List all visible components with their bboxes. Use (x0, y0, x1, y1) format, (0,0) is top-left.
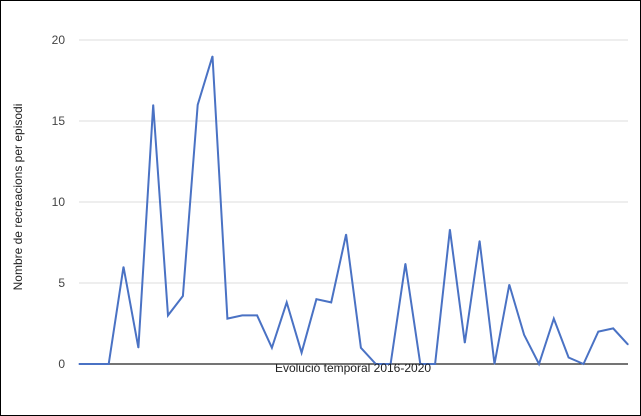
data-point-36 (612, 327, 614, 329)
data-point-0 (78, 363, 80, 365)
data-point-23 (419, 363, 421, 365)
data-point-16 (315, 298, 317, 300)
series-line-0 (79, 55, 629, 367)
data-point-27 (479, 240, 481, 242)
data-point-6 (167, 314, 169, 316)
data-point-20 (375, 363, 377, 365)
data-point-19 (360, 347, 362, 349)
y-tick-labels: 0 5 10 15 20 (52, 33, 66, 371)
data-point-30 (523, 334, 525, 336)
series-layer (78, 55, 629, 367)
data-point-15 (301, 352, 303, 354)
data-point-12 (256, 314, 258, 316)
data-point-31 (538, 363, 540, 365)
data-point-5 (152, 104, 154, 106)
data-point-17 (330, 301, 332, 303)
data-point-25 (449, 228, 451, 231)
data-point-32 (553, 318, 555, 320)
y-axis-title: Nombre de recreacions per episodi (11, 104, 25, 291)
data-point-37 (627, 344, 629, 346)
data-point-10 (226, 318, 228, 320)
y-tick-label-0: 0 (58, 357, 65, 371)
data-point-22 (404, 263, 406, 265)
y-tick-label-10: 10 (52, 195, 66, 209)
data-point-28 (493, 363, 496, 365)
data-point-1 (93, 363, 95, 365)
gridlines (79, 39, 628, 365)
data-point-33 (568, 356, 570, 359)
data-point-14 (286, 301, 288, 303)
data-point-8 (197, 104, 199, 106)
y-tick-label-5: 5 (58, 276, 65, 290)
data-point-29 (508, 284, 510, 286)
data-point-34 (582, 363, 585, 365)
data-point-21 (390, 363, 392, 365)
data-point-2 (108, 363, 110, 365)
data-point-18 (345, 233, 347, 235)
data-point-13 (271, 347, 273, 349)
data-point-4 (137, 347, 139, 349)
data-point-24 (434, 363, 436, 365)
data-point-3 (122, 266, 125, 268)
data-point-35 (597, 331, 599, 333)
y-tick-label-20: 20 (52, 33, 66, 47)
data-point-11 (241, 314, 243, 316)
data-point-9 (211, 55, 214, 57)
data-point-26 (464, 342, 466, 344)
y-tick-label-15: 15 (52, 114, 66, 128)
data-point-7 (182, 295, 184, 297)
x-axis-title: Evolució temporal 2016-2020 (275, 361, 431, 375)
